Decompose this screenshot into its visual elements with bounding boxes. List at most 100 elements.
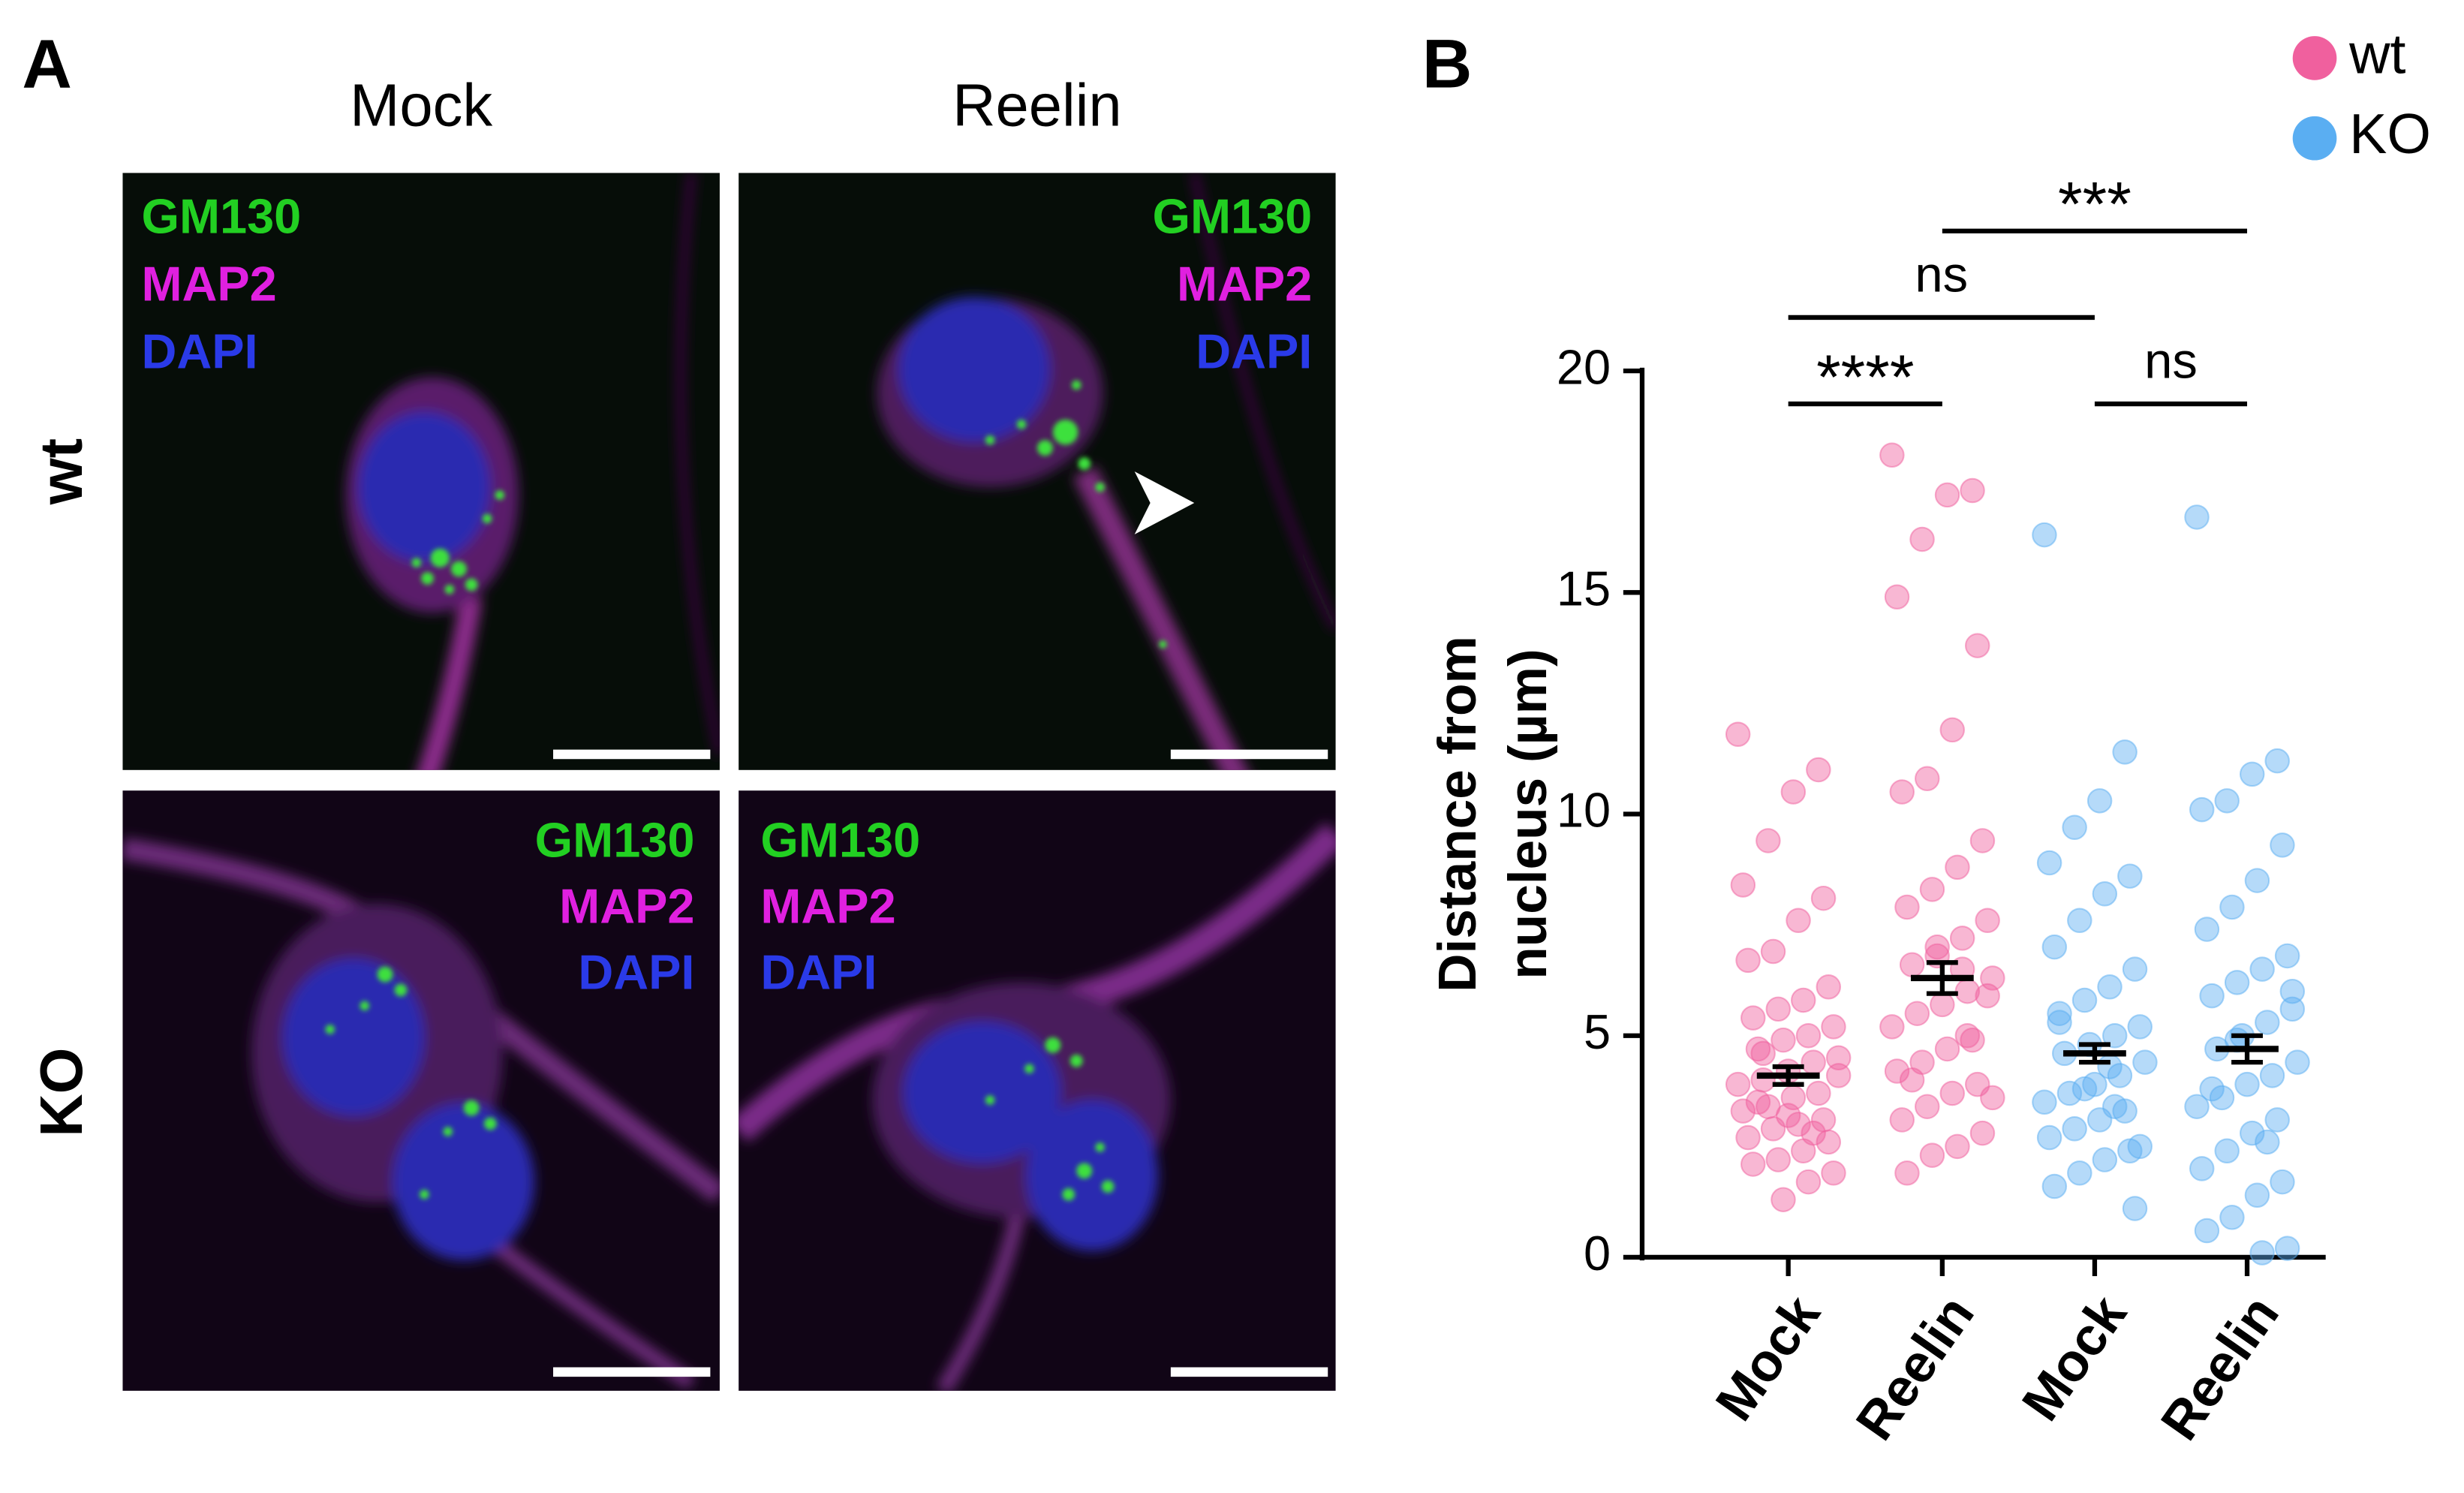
data-point xyxy=(1775,1103,1801,1128)
data-point xyxy=(1960,477,1985,504)
data-point xyxy=(2214,788,2240,814)
row-label: wt xyxy=(28,438,95,505)
significance-label: ns xyxy=(2144,333,2198,389)
significance-label: ns xyxy=(1915,246,1968,303)
data-point xyxy=(1934,1036,1960,1062)
data-point xyxy=(2219,1205,2245,1230)
stain-label: GM130 xyxy=(1152,188,1312,243)
data-point xyxy=(1889,779,1915,805)
data-point xyxy=(2249,1240,2275,1266)
stain-label: MAP2 xyxy=(760,878,895,933)
data-point xyxy=(1786,908,1811,933)
data-point xyxy=(1945,1133,1970,1160)
data-point xyxy=(2219,894,2245,920)
data-point xyxy=(1735,1124,1761,1151)
data-point xyxy=(1806,1080,1831,1106)
data-point xyxy=(2224,970,2250,995)
data-point xyxy=(2279,996,2306,1022)
data-point xyxy=(2199,983,2225,1009)
data-point xyxy=(1894,894,1920,920)
y-tick-label: 15 xyxy=(1557,561,1611,616)
data-point xyxy=(2249,956,2275,982)
data-point xyxy=(2264,748,2290,774)
data-point xyxy=(2255,1010,2280,1035)
data-point xyxy=(2132,1049,2158,1075)
data-point xyxy=(2047,1010,2072,1035)
scale-bars xyxy=(553,749,1328,1377)
stain-label: GM130 xyxy=(760,812,920,867)
data-point xyxy=(2274,1236,2300,1261)
stain-labels-wt-reelin: GM130 MAP2 DAPI xyxy=(1152,188,1312,378)
data-point xyxy=(1954,1022,1981,1049)
data-point xyxy=(2270,1169,2295,1195)
legend-marker xyxy=(2292,36,2337,80)
data-point xyxy=(2041,1173,2068,1200)
data-point xyxy=(2264,1107,2290,1133)
data-point xyxy=(2071,987,2098,1013)
data-point xyxy=(1949,926,1975,951)
data-point xyxy=(1914,1094,1940,1119)
y-axis-label: nucleus (µm) xyxy=(1499,649,1558,979)
data-point xyxy=(1969,828,1996,853)
data-point xyxy=(1795,1169,1822,1195)
data-point xyxy=(1825,1045,1852,1071)
significance-label: **** xyxy=(1816,342,1914,412)
data-point xyxy=(2189,1156,2215,1181)
data-point xyxy=(2184,1094,2210,1119)
x-tick-label: Mock xyxy=(2011,1285,2138,1431)
data-point xyxy=(1914,766,1940,792)
stain-label: GM130 xyxy=(535,812,695,867)
data-point xyxy=(2255,1129,2280,1155)
data-point xyxy=(2086,788,2113,814)
arrowhead xyxy=(1134,471,1195,534)
data-point xyxy=(2047,1001,2072,1026)
data-point xyxy=(1725,721,1751,748)
data-point xyxy=(1771,1027,1796,1053)
data-point xyxy=(1975,908,2000,933)
data-point xyxy=(2117,863,2143,889)
data-point xyxy=(1765,996,1792,1022)
y-tick-label: 5 xyxy=(1584,1004,1611,1059)
data-point xyxy=(2036,1124,2062,1151)
data-point xyxy=(1889,1107,1915,1133)
legend-label: wt xyxy=(2348,22,2405,85)
data-point xyxy=(1930,992,1955,1018)
stain-label: GM130 xyxy=(141,188,301,243)
data-point xyxy=(1740,1005,1766,1031)
panel-label: B xyxy=(1422,25,1473,102)
column-label: Mock xyxy=(350,72,492,139)
data-point xyxy=(2239,1120,2265,1146)
legend-label: KO xyxy=(2349,102,2431,165)
data-point xyxy=(1810,885,1837,911)
y-tick-label: 0 xyxy=(1584,1226,1611,1281)
data-point xyxy=(1919,1142,1945,1168)
data-point xyxy=(2067,908,2092,933)
stain-labels-ko-mock: GM130 MAP2 DAPI xyxy=(535,812,695,999)
data-point xyxy=(2184,504,2210,530)
stain-label: MAP2 xyxy=(141,256,276,311)
data-point xyxy=(2194,1218,2220,1244)
data-point xyxy=(2122,956,2148,982)
data-point xyxy=(1750,1067,1776,1093)
data-point xyxy=(1821,1014,1846,1040)
data-point xyxy=(2285,1049,2310,1075)
data-point xyxy=(1740,1151,1766,1177)
stain-label: DAPI xyxy=(578,944,694,999)
data-point xyxy=(1964,633,1990,658)
data-point xyxy=(2214,1138,2240,1163)
micrograph-wt-mock xyxy=(122,173,720,770)
data-point xyxy=(2199,1076,2225,1102)
micrograph-ko-reelin xyxy=(739,790,1336,1391)
data-point xyxy=(1816,1129,1842,1155)
stain-labels-ko-reelin: GM130 MAP2 DAPI xyxy=(760,812,920,999)
data-point xyxy=(2041,934,2068,960)
data-point xyxy=(1904,1001,1930,1026)
stain-label: DAPI xyxy=(141,324,257,378)
data-point xyxy=(1801,1120,1826,1146)
data-point xyxy=(2062,814,2087,840)
stain-label: DAPI xyxy=(1196,324,1312,378)
y-tick-label: 10 xyxy=(1557,783,1611,838)
stain-labels-wt-mock: GM130 MAP2 DAPI xyxy=(141,188,301,378)
data-point xyxy=(2062,1115,2087,1142)
significance-label: *** xyxy=(2058,169,2132,239)
